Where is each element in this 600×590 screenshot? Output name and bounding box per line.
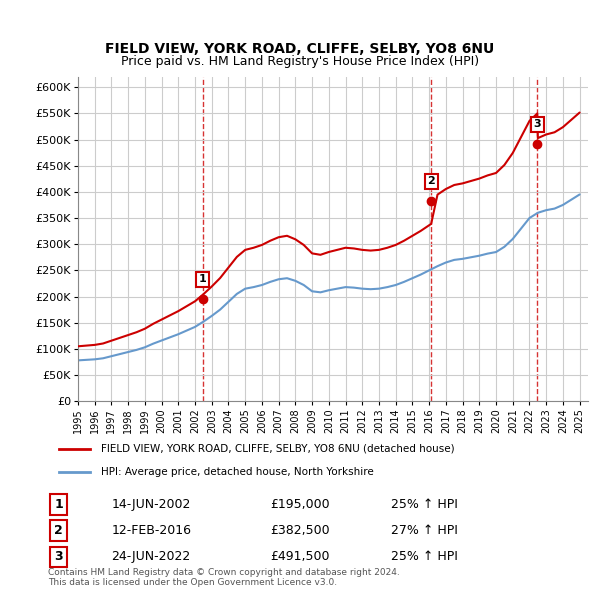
Text: 25% ↑ HPI: 25% ↑ HPI [391, 550, 458, 563]
Text: 12-FEB-2016: 12-FEB-2016 [112, 524, 191, 537]
Text: HPI: Average price, detached house, North Yorkshire: HPI: Average price, detached house, Nort… [101, 467, 374, 477]
Text: 14-JUN-2002: 14-JUN-2002 [112, 498, 191, 511]
Text: 27% ↑ HPI: 27% ↑ HPI [391, 524, 458, 537]
Text: £491,500: £491,500 [270, 550, 329, 563]
Text: FIELD VIEW, YORK ROAD, CLIFFE, SELBY, YO8 6NU (detached house): FIELD VIEW, YORK ROAD, CLIFFE, SELBY, YO… [101, 444, 454, 454]
Text: 25% ↑ HPI: 25% ↑ HPI [391, 498, 458, 511]
Text: £382,500: £382,500 [270, 524, 329, 537]
Text: 3: 3 [54, 550, 63, 563]
Text: £195,000: £195,000 [270, 498, 329, 511]
Text: 3: 3 [533, 119, 541, 129]
Text: 1: 1 [54, 498, 63, 511]
Text: Price paid vs. HM Land Registry's House Price Index (HPI): Price paid vs. HM Land Registry's House … [121, 55, 479, 68]
Text: 2: 2 [427, 176, 435, 186]
Text: 2: 2 [54, 524, 63, 537]
Text: FIELD VIEW, YORK ROAD, CLIFFE, SELBY, YO8 6NU: FIELD VIEW, YORK ROAD, CLIFFE, SELBY, YO… [106, 42, 494, 56]
Text: Contains HM Land Registry data © Crown copyright and database right 2024.: Contains HM Land Registry data © Crown c… [48, 568, 400, 577]
Text: This data is licensed under the Open Government Licence v3.0.: This data is licensed under the Open Gov… [48, 578, 337, 587]
Text: 24-JUN-2022: 24-JUN-2022 [112, 550, 191, 563]
Text: 1: 1 [199, 274, 206, 284]
